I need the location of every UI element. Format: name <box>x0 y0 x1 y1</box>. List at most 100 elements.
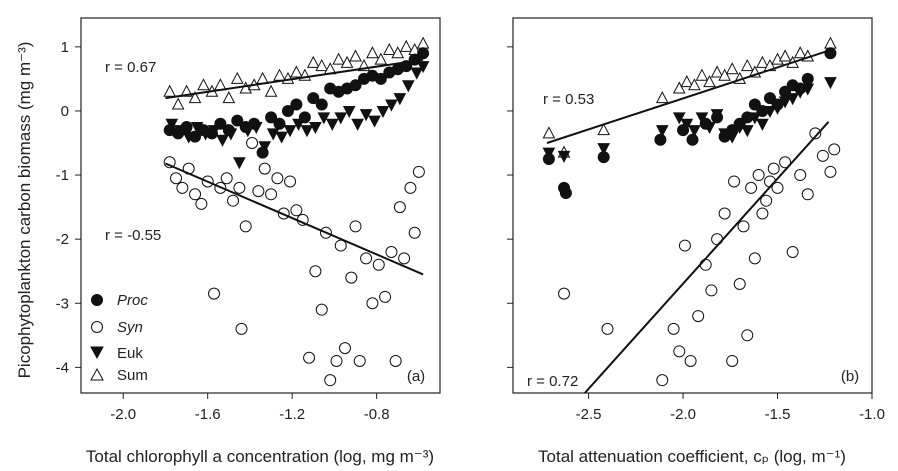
panel-a-point-proc <box>172 127 185 140</box>
panel-b-point-sum <box>680 75 694 88</box>
panel-b-point-syn <box>673 345 686 358</box>
panel-a-point-syn <box>290 204 303 217</box>
panel-a-point-syn <box>404 181 417 194</box>
panel-b-point-euk <box>756 118 769 131</box>
panel-b-point-proc <box>748 98 761 111</box>
panel-a-y-tick-label: -4 <box>56 359 69 376</box>
panel-a-point-sum <box>382 42 396 56</box>
panel-a-point-syn <box>239 220 252 233</box>
panel-a-point-euk <box>393 93 407 106</box>
panel-b-point-syn <box>678 239 691 252</box>
panel-b-point-syn <box>667 322 680 335</box>
panel-a-point-proc <box>374 72 387 85</box>
panel-b-point-euk <box>672 112 686 125</box>
panel-a-point-syn <box>345 271 358 284</box>
panel-b-point-syn <box>786 245 799 258</box>
panel-b-point-euk <box>824 77 837 90</box>
panel-a-point-syn <box>353 354 366 367</box>
panel-a-x-title: Total chlorophyll a concentration (log, … <box>86 447 434 466</box>
panel-b-point-proc <box>718 130 731 143</box>
panel-a-point-proc <box>265 111 278 124</box>
panel-b-point-syn <box>801 188 814 201</box>
panel-b-point-syn <box>726 354 739 367</box>
panel-a-point-syn <box>408 226 421 239</box>
panel-a-point-euk <box>317 112 331 125</box>
panel-a-point-syn <box>246 137 259 149</box>
panel-a-point-proc <box>417 47 430 60</box>
panel-a-point-euk <box>334 112 348 125</box>
panel-a-point-syn <box>372 258 385 271</box>
panel-a-point-euk <box>216 134 229 147</box>
panel-a-point-syn <box>349 220 362 233</box>
panel-b-point-syn <box>752 169 765 182</box>
panel-a-point-sum <box>340 55 354 68</box>
panel-b-point-proc <box>801 72 814 85</box>
panel-a-point-syn <box>303 351 316 364</box>
panel-a-point-proc <box>214 117 227 130</box>
panel-b-point-sum <box>725 62 739 75</box>
panel-b-point-euk <box>688 125 701 138</box>
panel-a-point-euk <box>275 131 288 144</box>
panel-b-point-proc <box>741 111 754 124</box>
panel-b-point-syn <box>748 252 761 265</box>
panel-b-point-sum <box>710 65 724 78</box>
panel-b-point-syn <box>684 354 697 367</box>
panel-a-r-syn: r = -0.55 <box>105 227 161 244</box>
panel-b-x-title: Total attenuation coefficient, cₚ (log, … <box>538 447 846 466</box>
panel-b-point-syn <box>656 374 669 387</box>
legend-label-euk: Euk <box>117 345 143 362</box>
panel-b-point-proc <box>711 111 724 124</box>
panel-a-point-syn <box>220 172 233 185</box>
panel-b-point-syn <box>756 207 769 220</box>
panel-b-point-proc <box>794 82 807 95</box>
panel-a-point-syn <box>412 165 425 178</box>
panel-a-point-sum <box>332 52 345 65</box>
panel-a-point-euk <box>266 128 280 141</box>
panel-b-point-syn <box>733 278 746 291</box>
panel-a-point-proc <box>180 120 193 133</box>
panel-b-point-proc <box>733 117 746 130</box>
panel-b-point-proc <box>597 151 610 164</box>
panel-b-point-proc <box>756 104 769 117</box>
panel-b-point-syn <box>824 165 837 178</box>
panel-b-fit-line-syn <box>584 121 830 394</box>
panel-a-point-euk <box>368 115 381 128</box>
panel-a-point-syn <box>385 245 398 258</box>
panel-b-point-proc <box>824 47 837 60</box>
panel-a-point-syn <box>379 290 392 303</box>
panel-a-point-euk <box>351 118 364 131</box>
panel-b-point-sum <box>655 91 669 104</box>
panel-a-point-syn <box>265 188 278 201</box>
panel-b-x-tick-label: -2.5 <box>576 406 602 423</box>
panel-b-point-proc <box>654 133 667 146</box>
panel-b-point-proc <box>779 85 792 98</box>
panel-b-label: (b) <box>841 368 859 385</box>
panel-a-point-syn <box>189 188 202 201</box>
panel-a-point-syn <box>330 354 343 367</box>
panel-a-point-syn <box>233 181 246 194</box>
panel-b-point-sum <box>542 126 556 139</box>
panel-b-x-tick-label: -1.0 <box>859 406 885 423</box>
panel-a-y-tick-label: -1 <box>56 167 69 184</box>
panel-a-point-euk <box>342 105 356 119</box>
panel-b-point-syn <box>558 287 571 300</box>
panel-b-point-syn <box>692 310 705 323</box>
panel-a-point-sum <box>416 36 430 49</box>
legend-label-sum: Sum <box>117 367 148 384</box>
panel-b-point-proc <box>559 187 572 199</box>
panel-b-point-syn <box>816 149 829 162</box>
panel-a-y-tick-label: -2 <box>56 231 69 248</box>
panel-b-point-sum <box>824 36 837 49</box>
legend-marker-euk <box>90 346 104 360</box>
panel-a-point-syn <box>176 181 189 194</box>
panel-b-point-sum <box>597 123 611 136</box>
panel-a-point-syn <box>170 172 183 185</box>
panel-a-point-sum <box>264 84 278 97</box>
panel-b-point-sum <box>756 55 769 68</box>
legend-label-proc: Proc <box>117 292 148 309</box>
panel-a-point-sum <box>315 58 329 72</box>
panel-a-point-sum <box>256 71 269 84</box>
panel-b-point-syn <box>699 258 712 271</box>
legend-marker-sum <box>90 367 104 381</box>
panel-b-point-euk <box>655 125 669 138</box>
